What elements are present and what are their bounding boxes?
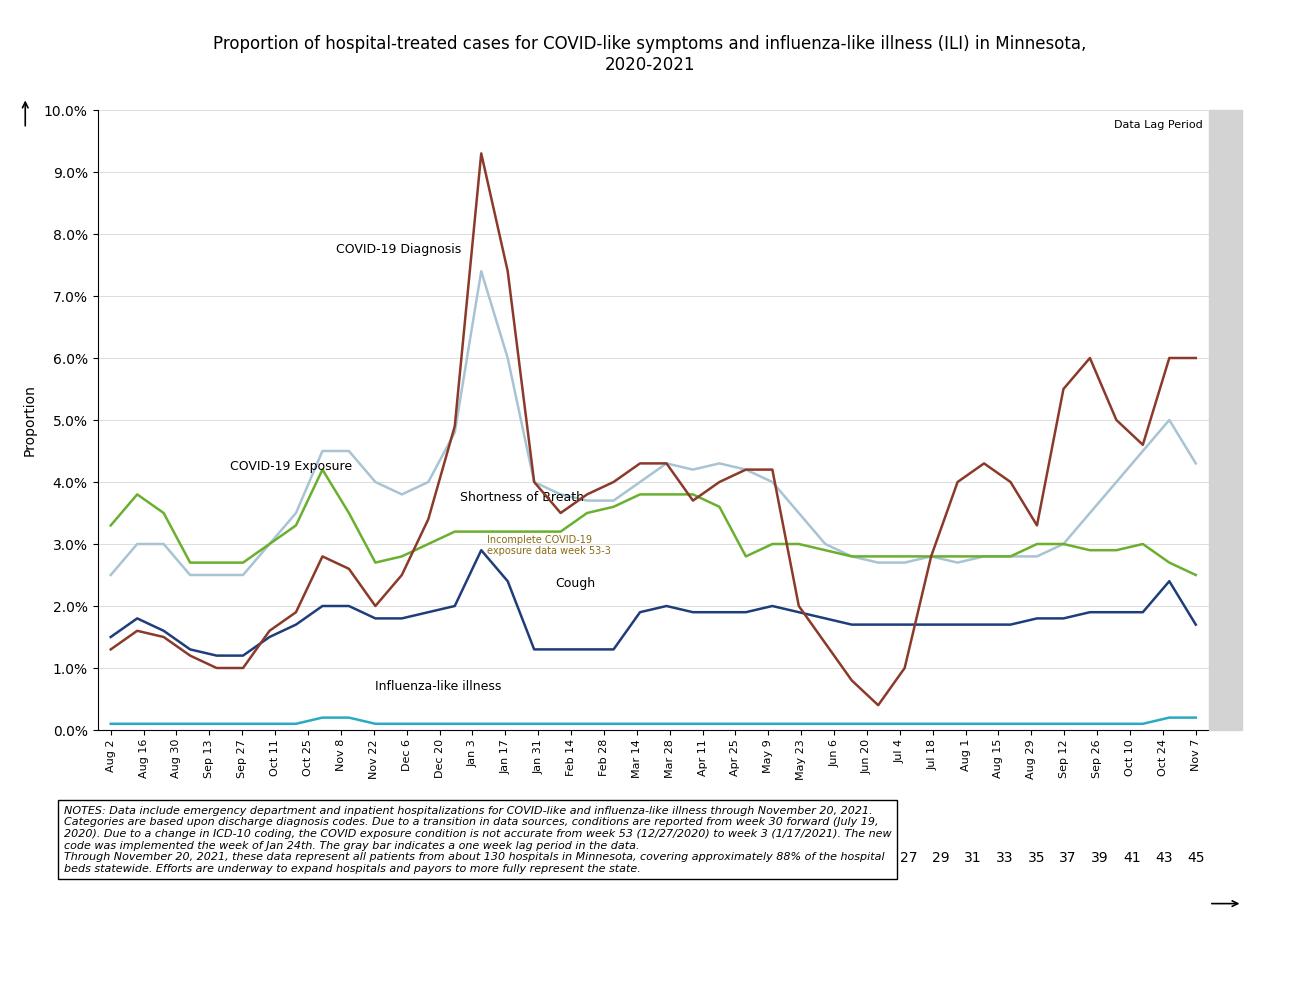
Text: Shortness of Breath: Shortness of Breath xyxy=(460,491,584,504)
Text: Incomplete COVID-19
exposure data week 53-3: Incomplete COVID-19 exposure data week 5… xyxy=(486,535,611,556)
X-axis label: MMWR Week: MMWR Week xyxy=(608,869,698,883)
Text: COVID-19 Diagnosis: COVID-19 Diagnosis xyxy=(335,243,462,256)
Text: Data Lag Period: Data Lag Period xyxy=(1114,120,1202,130)
Text: Influenza-like illness: Influenza-like illness xyxy=(376,680,502,693)
Text: Cough: Cough xyxy=(555,577,595,590)
Text: Proportion of hospital-treated cases for COVID-like symptoms and influenza-like : Proportion of hospital-treated cases for… xyxy=(213,35,1087,74)
Text: COVID-19 Exposure: COVID-19 Exposure xyxy=(230,460,352,473)
Text: NOTES: Data include emergency department and inpatient hospitalizations for COVI: NOTES: Data include emergency department… xyxy=(64,806,892,874)
Y-axis label: Proportion: Proportion xyxy=(23,384,36,456)
